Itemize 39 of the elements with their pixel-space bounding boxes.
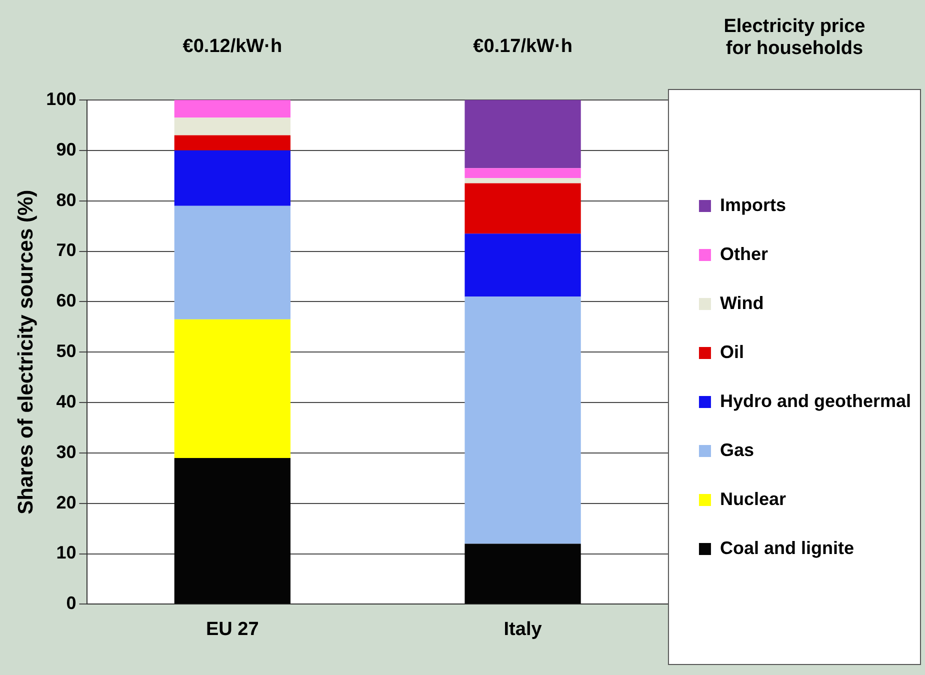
y-tick-label: 90 xyxy=(56,139,76,160)
bar xyxy=(464,100,581,168)
y-tick-label: 0 xyxy=(66,593,76,614)
bar xyxy=(464,234,581,297)
bar xyxy=(464,544,581,604)
bar xyxy=(464,183,581,234)
y-tick-label: 30 xyxy=(56,442,76,462)
legend-label: Oil xyxy=(720,342,744,362)
bar xyxy=(174,458,290,604)
legend-label: Wind xyxy=(720,292,764,313)
bar xyxy=(464,178,581,184)
text: Electricity price for households xyxy=(724,16,866,60)
y-tick-label: 60 xyxy=(56,290,76,311)
bar xyxy=(174,319,290,458)
bar xyxy=(174,100,290,118)
legend-label: Coal and lignite xyxy=(720,538,854,558)
y-tick-label: 20 xyxy=(56,492,76,512)
legend-label: Imports xyxy=(720,194,786,215)
legend-label: Other xyxy=(720,244,768,264)
legend-label: Hydro and geothermal xyxy=(720,390,911,411)
bar xyxy=(174,118,290,136)
bar xyxy=(464,168,581,178)
y-tick-label: 10 xyxy=(56,542,76,563)
y-tick-label: 40 xyxy=(56,391,76,412)
y-tick-label: 70 xyxy=(56,240,76,260)
y-tick-label: 100 xyxy=(46,88,76,109)
x-tick-label: Italy xyxy=(504,618,542,640)
y-axis-title: Shares of electricity sources (%) xyxy=(14,190,38,514)
legend-label: Nuclear xyxy=(720,488,786,509)
y-tick-label: 50 xyxy=(56,341,76,362)
text: €0.12/kW·h xyxy=(182,36,282,58)
bar xyxy=(174,206,290,320)
text: €0.17/kW·h xyxy=(473,36,572,58)
bar xyxy=(174,135,290,150)
y-tick-label: 80 xyxy=(56,190,76,210)
bar xyxy=(174,150,290,206)
legend-label: Gas xyxy=(720,440,754,460)
bar xyxy=(464,296,581,544)
x-tick-label: EU 27 xyxy=(206,618,259,640)
